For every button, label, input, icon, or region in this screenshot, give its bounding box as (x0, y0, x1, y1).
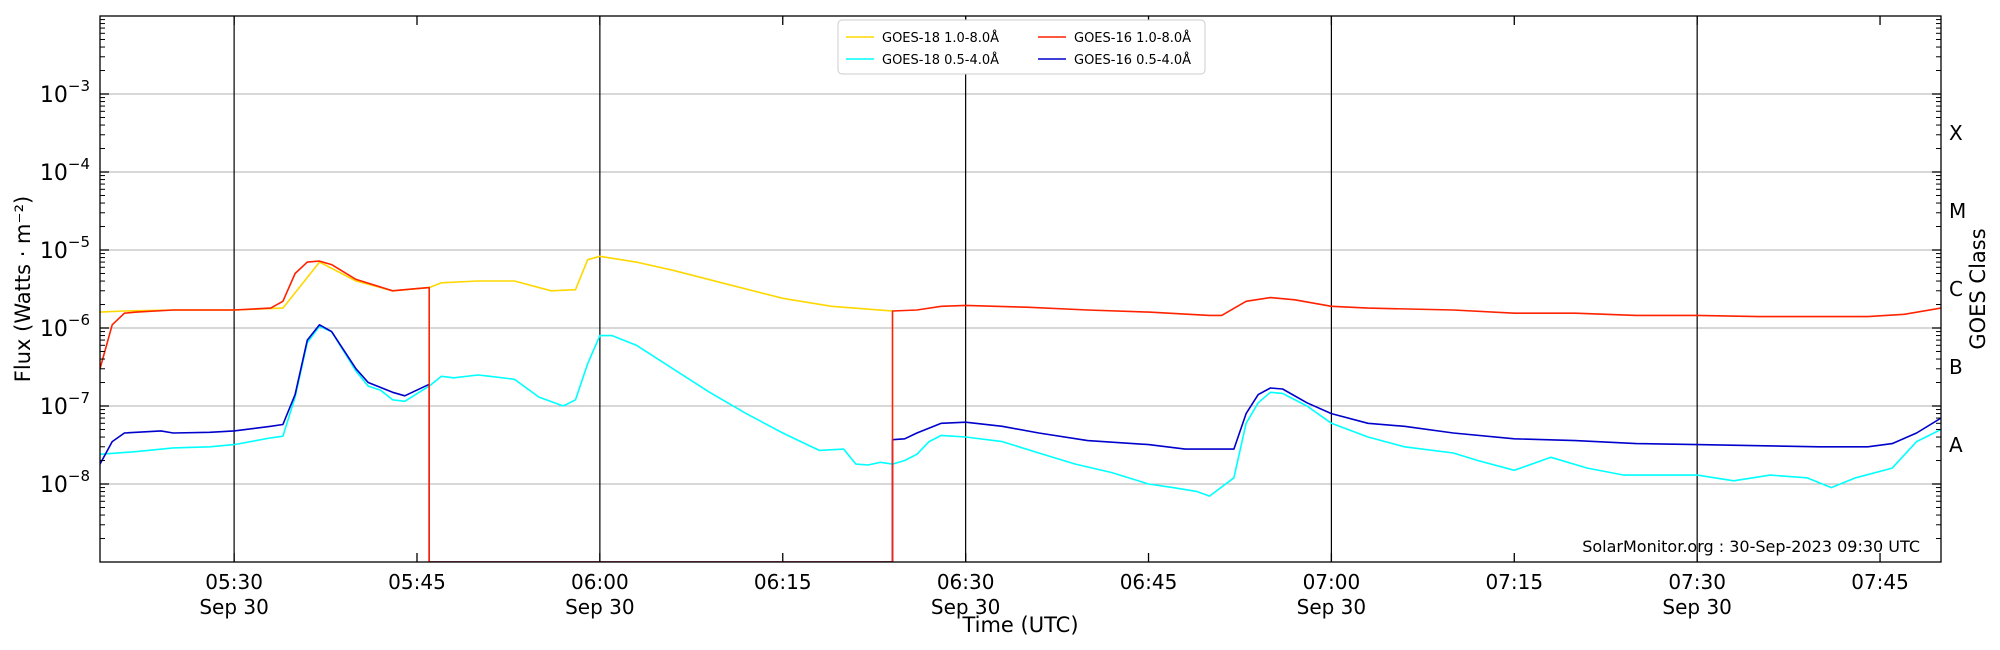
x-tick-label: 06:15 (754, 570, 812, 594)
series-line-2 (100, 325, 1941, 497)
y-tick-label: 10−6 (40, 311, 90, 342)
series-lines (100, 255, 1941, 562)
legend-label-1: GOES-16 1.0-8.0Å (1074, 30, 1191, 46)
legend-box (837, 19, 1206, 75)
grid-lines (100, 16, 1941, 562)
legend-label-3: GOES-16 0.5-4.0Å (1074, 52, 1191, 68)
goes-class-label-m: M (1949, 199, 1966, 223)
x-axis-label: Time (UTC) (961, 613, 1078, 637)
x-tick-date-label: Sep 30 (1297, 595, 1367, 619)
x-tick-date-label: Sep 30 (1662, 595, 1732, 619)
x-tick-label: 07:15 (1485, 570, 1543, 594)
series-line-0 (100, 255, 893, 313)
credit-text: SolarMonitor.org : 30-Sep-2023 09:30 UTC (1582, 537, 1920, 556)
goes-class-axis-label: GOES Class (1966, 228, 1990, 349)
x-tick-label: 06:45 (1120, 570, 1178, 594)
legend: GOES-18 1.0-8.0Å GOES-18 0.5-4.0Å GOES-16 … (837, 19, 1206, 75)
y-axis-label: Flux (Watts · m⁻²) (11, 196, 35, 382)
y-tick-label: 10−3 (40, 77, 90, 108)
goes-class-label-c: C (1949, 277, 1963, 301)
x-tick-label: 05:45 (388, 570, 446, 594)
y-tick-label: 10−7 (40, 389, 90, 420)
x-tick-date-label: Sep 30 (931, 595, 1001, 619)
series-line-1 (100, 260, 1941, 562)
axis-ticks (100, 16, 1941, 562)
y-tick-label: 10−5 (40, 233, 90, 264)
goes-class-label-b: B (1949, 355, 1963, 379)
x-tick-label: 07:00 (1303, 570, 1361, 594)
plot-frame (99, 15, 1942, 563)
series-line-3 (100, 323, 1941, 562)
goes-class-label-a: A (1949, 433, 1963, 457)
x-tick-date-label: Sep 30 (199, 595, 269, 619)
x-tick-label: 05:30 (205, 570, 263, 594)
x-tick-label: 07:30 (1668, 570, 1726, 594)
x-tick-label: 07:45 (1851, 570, 1909, 594)
x-tick-label: 06:30 (937, 570, 995, 594)
y-tick-label: 10−8 (40, 467, 90, 498)
x-tick-date-label: Sep 30 (565, 595, 635, 619)
legend-label-2: GOES-18 0.5-4.0Å (882, 52, 999, 68)
y-tick-label: 10−4 (40, 155, 90, 186)
x-tick-label: 06:00 (571, 570, 629, 594)
legend-label-0: GOES-18 1.0-8.0Å (882, 30, 999, 46)
goes-class-label-x: X (1949, 121, 1963, 145)
